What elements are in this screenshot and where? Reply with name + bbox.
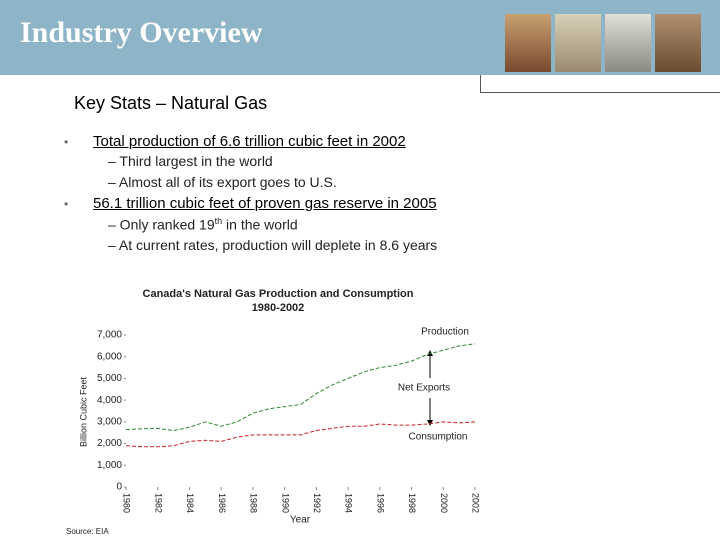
y-axis-label: Billion Cubic Feet [78,376,88,447]
x-tick-label: 2002 [471,493,481,513]
bullet: 56.1 trillion cubic feet of proven gas r… [93,195,437,212]
annotation: Net Exports [398,383,450,394]
text: in the world [222,216,298,233]
x-tick-label: 1990 [280,493,290,513]
y-tick-label: 6,000 [97,351,122,362]
sub-bullet: – Only ranked 19th in the world [108,216,298,233]
bullet-dot: • [64,135,69,149]
y-tick-label: 5,000 [97,373,122,384]
rule [480,92,720,93]
x-tick-label: 1998 [407,493,417,513]
x-tick-label: 1996 [375,493,385,513]
slide-title: Industry Overview [20,16,263,49]
chart-title: Canada's Natural Gas Production and Cons… [143,288,414,300]
x-tick-label: 2000 [439,493,449,513]
series-line [125,343,476,432]
x-tick-label: 1994 [344,493,354,513]
sub-bullet: – Third largest in the world [108,153,273,169]
y-tick-label: 7,000 [97,330,122,341]
bullet: Total production of 6.6 trillion cubic f… [93,133,406,150]
text: – Third largest in the world [108,153,273,169]
y-tick-label: 2,000 [97,438,122,449]
annotation: Consumption [409,432,468,443]
x-axis-label: Year [290,515,311,526]
photo [555,14,601,72]
x-tick-label: 1988 [249,493,259,513]
photo [655,14,701,72]
rule [480,75,481,92]
source: Source: EIA [66,527,109,536]
sub-bullet: – Almost all of its export goes to U.S. [108,174,337,190]
y-tick-label: 0 [116,482,122,493]
subtitle: Key Stats – Natural Gas [74,93,268,113]
x-tick-label: 1980 [122,493,132,513]
x-tick-label: 1984 [185,493,195,513]
x-tick-label: 1982 [153,493,163,513]
text: – Only ranked 19 [108,216,215,233]
y-tick-label: 4,000 [97,395,122,406]
photo [605,14,651,72]
text: – Almost all of its export goes to U.S. [108,174,337,190]
chart-subtitle: 1980-2002 [252,302,305,314]
sub-bullet: – At current rates, production will depl… [108,237,437,253]
annotation: Production [421,327,469,338]
photo [505,14,551,72]
y-tick-label: 1,000 [97,460,122,471]
x-tick-label: 1986 [217,493,227,513]
bullet-dot: • [64,197,69,211]
x-tick-label: 1992 [312,493,322,513]
y-tick-label: 3,000 [97,416,122,427]
superscript: th [214,216,223,226]
series-line [125,421,476,448]
text: – At current rates, production will depl… [108,237,438,253]
